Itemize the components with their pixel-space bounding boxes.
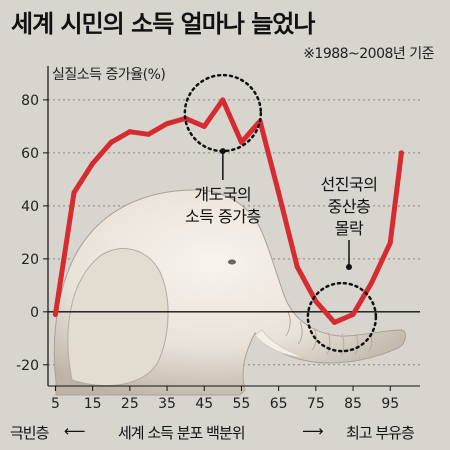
x-tick-label-15: 15	[84, 396, 102, 412]
annotation-developed-line-2: 몰락	[335, 219, 364, 238]
highlight-circle-developed	[306, 281, 378, 353]
x-tick-label-85: 85	[344, 396, 362, 412]
x-tick-label-25: 25	[121, 396, 139, 412]
elephant-illustration	[53, 189, 406, 396]
data-point-65	[276, 190, 282, 196]
data-point-10	[71, 190, 77, 196]
elephant-wrinkles	[285, 311, 373, 357]
annotation-developed-line-1: 중산층	[328, 197, 371, 216]
y-tick-label-60: 60	[21, 146, 39, 162]
data-point-95	[387, 240, 393, 246]
elephant-eye	[228, 259, 236, 265]
data-point-5	[52, 311, 58, 317]
y-tick-label-80: 80	[21, 93, 39, 109]
data-point-30	[145, 131, 151, 137]
right-arrow: ⟶	[302, 422, 323, 440]
data-point-98	[398, 150, 404, 156]
y-axis-label: 실질소득 증가율(%)	[52, 67, 166, 83]
poorest-label: 극빈층	[10, 424, 49, 442]
data-point-20	[108, 139, 114, 145]
x-tick-label-5: 5	[51, 396, 60, 412]
data-point-35	[164, 121, 170, 127]
annotation-developed-line-0: 선진국의	[321, 175, 378, 194]
axes: 80 60 40 20 0 -20 5 15 25 35 45 55 65 75 85 95	[16, 66, 420, 412]
data-point-70	[294, 264, 300, 270]
data-point-90	[369, 280, 375, 286]
y-tick-label-20: 20	[21, 252, 39, 268]
x-tick-label-35: 35	[158, 396, 176, 412]
data-point-25	[127, 129, 133, 135]
chart-title: 세계 시민의 소득 얼마나 늘었나	[11, 10, 315, 38]
chart-subtitle: ※1988~2008년 기준	[303, 46, 434, 62]
x-tick-label-95: 95	[381, 396, 399, 412]
data-point-45	[201, 123, 207, 129]
annotation-developing-line-1: 소득 증가층	[185, 207, 261, 226]
elephant-tusk	[254, 329, 306, 359]
data-point-50	[220, 97, 226, 103]
data-point-80	[331, 319, 337, 325]
data-point-85	[350, 311, 356, 317]
y-tick-label-0: 0	[30, 305, 39, 321]
elephant-ear	[67, 248, 169, 386]
percentile-axis-title: 세계 소득 분포 백분위	[118, 424, 246, 442]
x-tick-label-55: 55	[233, 396, 251, 412]
y-tick-label-40: 40	[21, 199, 39, 215]
x-tick-label-65: 65	[270, 396, 288, 412]
left-arrow: ⟵	[64, 422, 85, 440]
data-point-55	[238, 139, 244, 145]
highlight-circle-developing	[183, 73, 263, 153]
series-line-0	[52, 97, 404, 325]
x-tick-label-45: 45	[195, 396, 213, 412]
annotation-developing-line-0: 개도국의	[194, 185, 251, 204]
y-tick-label--20: -20	[16, 358, 39, 374]
data-point-15	[90, 160, 96, 166]
x-tick-label-75: 75	[307, 396, 325, 412]
data-point-75	[313, 298, 319, 304]
richest-label: 최고 부유층	[346, 424, 415, 442]
